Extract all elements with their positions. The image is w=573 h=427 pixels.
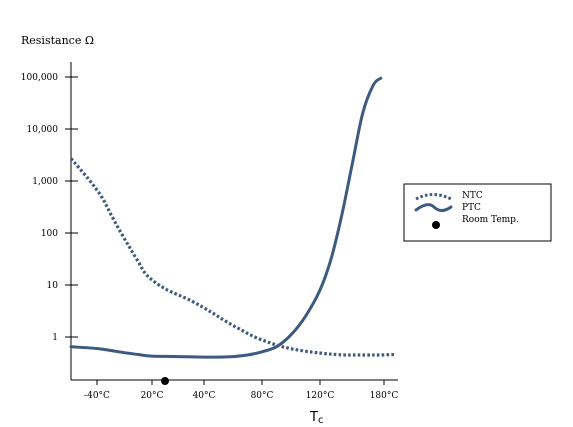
x-tick-label: -40°C [84,391,110,401]
legend-swatch-room-temp [432,221,440,229]
legend: NTC PTC Room Temp. [403,183,552,242]
y-axis-label: Resistance Ω [21,34,94,47]
series-line-ptc [69,76,383,359]
y-tick-label: 10 [47,281,59,291]
room-temp-marker [161,377,169,385]
y-tick-label: 1 [52,333,58,343]
y-ticks: 1 10 100 1,000 10,000 100,000 [21,73,78,343]
x-ticks: -40°C 20°C 40°C 80°C 120°C 180°C [84,380,398,401]
x-axis-label: Tc [309,410,323,426]
x-axis-label-main: T [309,410,318,425]
y-tick-label: 100 [41,229,58,239]
legend-label-ntc: NTC [462,191,483,201]
x-axis-label-sub: c [318,415,324,426]
y-tick-label: 1,000 [32,177,58,187]
x-tick-label: 80°C [251,391,274,401]
legend-swatch-ptc [414,203,453,212]
x-tick-label: 180°C [370,391,399,401]
legend-box [403,183,552,242]
series-line-ntc [69,157,396,357]
legend-label-ptc: PTC [462,203,481,213]
legend-label-room-temp: Room Temp. [462,215,519,225]
axes [70,62,398,381]
series-layer [69,76,396,359]
x-tick-label: 40°C [193,391,216,401]
x-tick-label: 20°C [141,391,164,401]
marker-layer [161,377,169,385]
x-tick-label: 120°C [306,391,335,401]
y-tick-label: 10,000 [27,125,59,135]
y-tick-label: 100,000 [21,73,58,83]
